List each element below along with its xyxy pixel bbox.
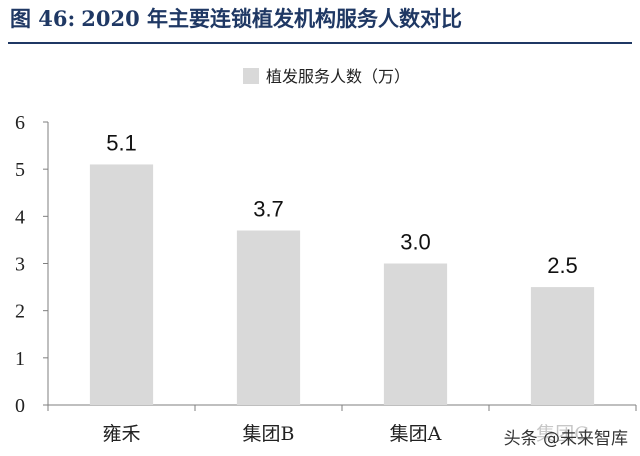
watermark: 头条 @未来智库	[499, 423, 632, 450]
data-label: 3.7	[253, 196, 284, 221]
bar	[89, 164, 154, 405]
y-tick-label: 0	[15, 395, 25, 417]
y-tick-label: 6	[15, 112, 25, 134]
bar	[530, 287, 595, 405]
data-label: 5.1	[106, 130, 137, 155]
y-tick-label: 4	[15, 206, 25, 228]
category-label: 雍禾	[102, 423, 140, 445]
axes: 0 1 2 3 4 5 6	[15, 112, 637, 417]
legend: 植发服务人数（万）	[243, 67, 410, 86]
data-label: 3.0	[400, 230, 431, 255]
y-tick-label: 3	[15, 254, 25, 276]
y-tick-label: 5	[15, 159, 25, 181]
legend-swatch	[243, 68, 259, 84]
figure-title-text: 2020 年主要连锁植发机构服务人数对比	[81, 6, 463, 31]
y-tick-label: 1	[15, 348, 25, 370]
data-label: 2.5	[547, 253, 578, 278]
category-label: 集团A	[390, 423, 442, 445]
figure-title: 图 46: 2020 年主要连锁植发机构服务人数对比	[10, 2, 462, 36]
figure-number: 图 46:	[10, 6, 76, 31]
bar	[236, 230, 301, 405]
y-tick-label: 2	[15, 301, 25, 323]
bar	[383, 263, 448, 405]
title-rule	[8, 42, 632, 44]
category-label: 集团B	[243, 423, 295, 445]
legend-label: 植发服务人数（万）	[266, 67, 410, 86]
